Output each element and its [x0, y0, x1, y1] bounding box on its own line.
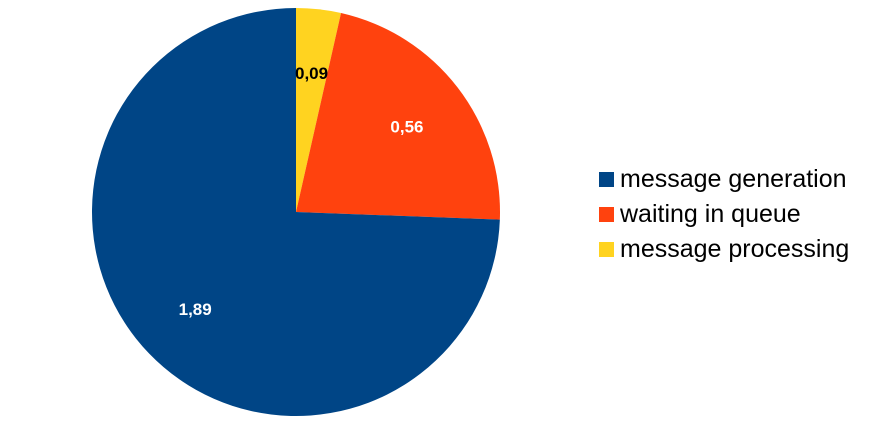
legend-item-message-generation: message generation: [599, 162, 849, 197]
legend-label: waiting in queue: [620, 200, 801, 228]
legend-swatch-message-processing: [599, 242, 614, 257]
pie-slice-message-generation: [92, 8, 500, 416]
legend-item-message-processing: message processing: [599, 232, 849, 267]
data-label-message-generation: 1,89: [179, 300, 212, 319]
data-label-message-processing: 0,09: [295, 64, 328, 83]
legend: message generation waiting in queue mess…: [599, 162, 849, 267]
legend-swatch-waiting-in-queue: [599, 207, 614, 222]
data-label-waiting-in-queue: 0,56: [390, 118, 423, 137]
pie-slice-waiting-in-queue: [296, 13, 500, 220]
legend-label: message generation: [620, 165, 847, 193]
legend-swatch-message-generation: [599, 172, 614, 187]
pie-slice-message-processing: [296, 8, 342, 212]
legend-item-waiting-in-queue: waiting in queue: [599, 197, 849, 232]
legend-label: message processing: [620, 235, 850, 263]
